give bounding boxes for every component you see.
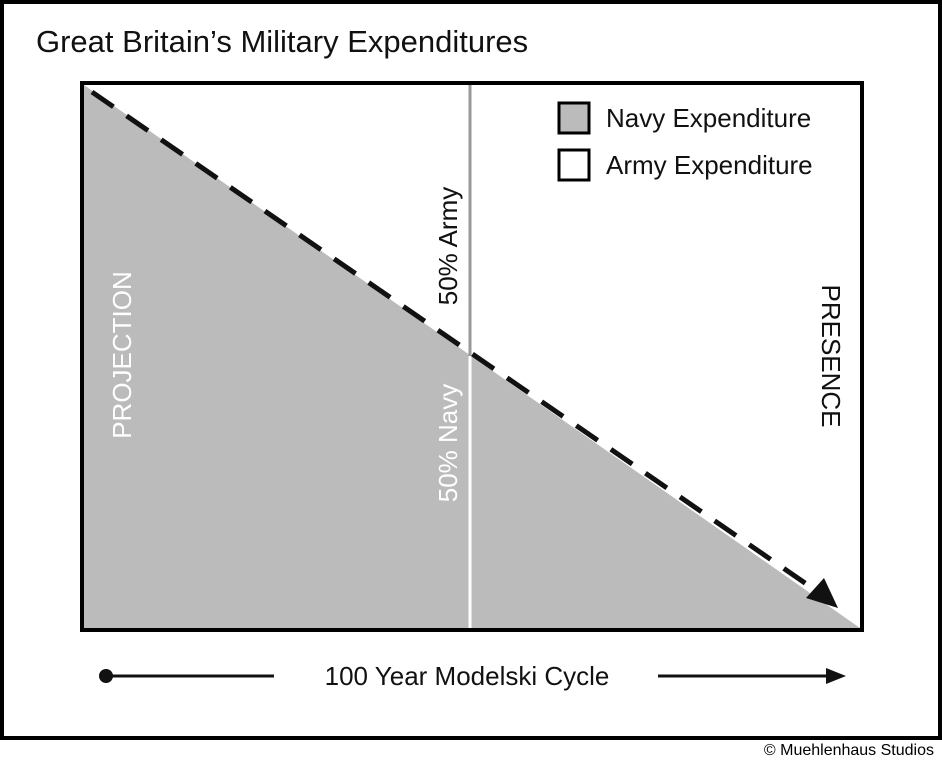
transition-dashed-line [90, 89, 820, 595]
copyright-credit: © Muehlenhaus Studios [763, 742, 934, 759]
legend-swatch-navy [557, 101, 591, 135]
diagram-title: Great Britain’s Military Expenditures [36, 24, 529, 59]
cycle-label: 100 Year Modelski Cycle [325, 661, 610, 691]
plot-border [80, 81, 864, 632]
legend-label-navy: Navy Expenditure [606, 103, 811, 133]
presence-label: PRESENCE [816, 284, 846, 427]
transition-arrowhead [806, 578, 838, 608]
army-half-label: 50% Army [433, 187, 463, 306]
legend-swatch-army [557, 148, 591, 182]
cycle-arrowhead [826, 668, 846, 684]
legend-label-army: Army Expenditure [606, 150, 813, 180]
navy-half-label: 50% Navy [433, 384, 463, 503]
projection-label: PROJECTION [107, 271, 137, 439]
diagram-canvas: Navy Expenditure Army Expenditure PROJEC… [80, 81, 864, 691]
